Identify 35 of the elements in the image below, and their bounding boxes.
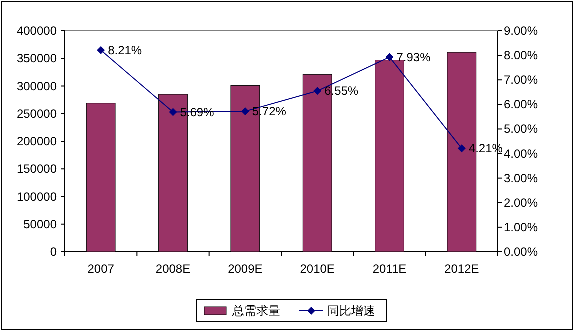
y-tick-label: 0 xyxy=(50,245,58,259)
y2-tick-label: 9.00% xyxy=(504,24,538,38)
y2-tick-label: 3.00% xyxy=(504,171,538,186)
point xyxy=(386,53,394,62)
x-tick-label: 2008E xyxy=(156,262,191,276)
y-tick-label: 400000 xyxy=(16,24,58,38)
y2-tick-label: 1.00% xyxy=(504,220,538,234)
y2-tick-label: 0.00% xyxy=(504,245,538,259)
point xyxy=(97,46,106,54)
data-label: 8.21% xyxy=(108,43,142,58)
y2-tick-label: 4.00% xyxy=(504,146,538,161)
x-tick-label: 2007 xyxy=(88,262,115,276)
y2-tick-label: 8.00% xyxy=(504,48,538,63)
point xyxy=(241,108,250,116)
data-label: 7.93% xyxy=(396,50,432,64)
y2-tick-label: 2.00% xyxy=(504,196,538,210)
legend-label: 总需求量 xyxy=(232,304,280,318)
y-tick-label: 350000 xyxy=(16,52,58,66)
y-tick-label: 200000 xyxy=(16,134,58,148)
y-tick-label: 150000 xyxy=(16,162,58,176)
y2-tick-label: 7.00% xyxy=(504,73,538,88)
x-tick-label: 2009E xyxy=(228,262,263,276)
y-tick-label: 300000 xyxy=(16,79,58,94)
y-tick-label: 100000 xyxy=(16,190,58,204)
y2-tick-label: 5.00% xyxy=(504,122,538,136)
x-tick-label: 2012E xyxy=(444,262,480,276)
point xyxy=(169,108,178,116)
y2-tick-label: 6.00% xyxy=(504,98,538,112)
y-tick-label: 250000 xyxy=(16,106,58,121)
x-tick-label: 2011E xyxy=(372,262,407,276)
y-tick-label: 50000 xyxy=(24,217,58,232)
legend-label: 同比增速 xyxy=(328,304,376,318)
point xyxy=(314,87,322,96)
x-tick-label: 2010E xyxy=(300,262,335,276)
point xyxy=(458,144,466,153)
